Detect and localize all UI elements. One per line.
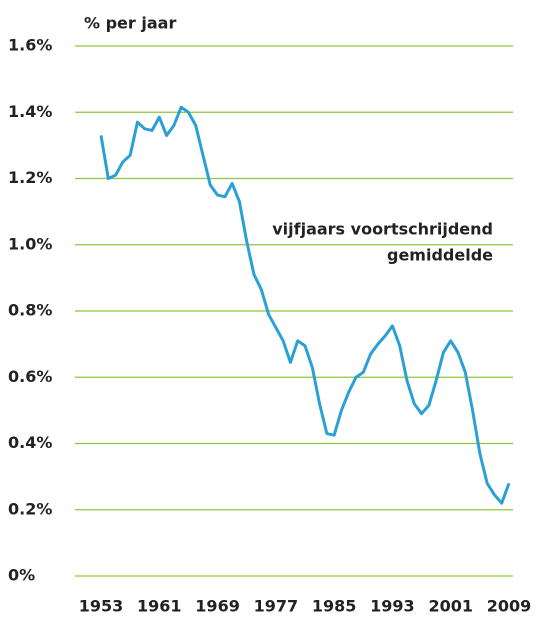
y-tick-label: 0.8%: [8, 301, 52, 320]
y-tick-label: 1.0%: [8, 234, 52, 253]
x-tick-label: 1993: [370, 597, 415, 616]
annotation: gemiddelde: [387, 246, 493, 265]
x-tick-label: 2001: [428, 597, 473, 616]
y-tick-label: 0.6%: [8, 367, 52, 386]
line: [99, 105, 511, 505]
x-tick-label: 2009: [487, 597, 532, 616]
y-tick-label: 0.2%: [8, 499, 52, 518]
x-tick-label: 1977: [254, 597, 299, 616]
y-tick-label: 0%: [8, 566, 35, 585]
x-tick-label: 1985: [312, 597, 357, 616]
x-tick-label: 1953: [79, 597, 124, 616]
y-axis-label: % per jaar: [84, 14, 176, 33]
y-tick-label: 1.4%: [8, 102, 52, 121]
x-tick-label: 1961: [137, 597, 182, 616]
y-tick-label: 0.4%: [8, 433, 52, 452]
y-tick-label: 1.2%: [8, 168, 52, 187]
annotation: vijfjaars voortschrijdend: [272, 220, 493, 239]
x-tick-label: 1969: [195, 597, 240, 616]
y-tick-label: 1.6%: [8, 36, 52, 55]
